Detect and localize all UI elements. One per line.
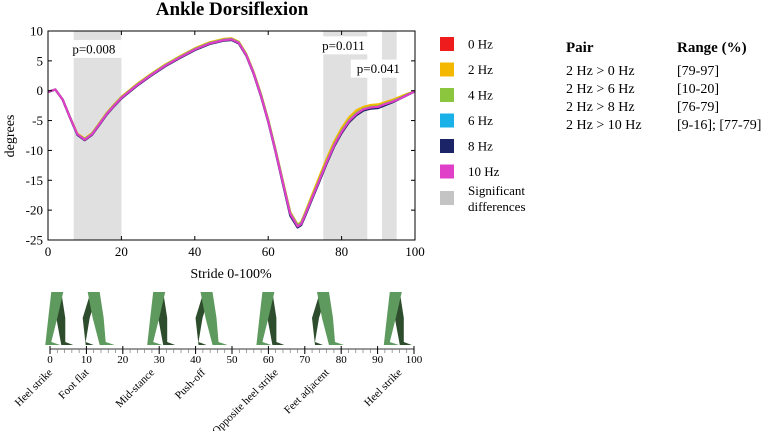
legend-label: 0 Hz [468, 37, 493, 52]
y-tick-label: -15 [26, 173, 43, 188]
range-cell: [10-20] [677, 82, 719, 97]
x-tick-label: 80 [335, 244, 348, 259]
y-tick-label: 0 [37, 83, 44, 98]
pair-cell: 2 Hz > 0 Hz [566, 64, 635, 79]
pair-cell: 2 Hz > 10 Hz [566, 118, 642, 133]
y-tick-label: -25 [26, 233, 43, 248]
front-leg-shape [317, 292, 344, 345]
gait-phase-label: Push-off [173, 366, 208, 401]
gait-phase-label: Feet adjacent [282, 367, 332, 417]
p-value-label: p=0.041 [357, 61, 400, 76]
gait-tick-label: 40 [190, 354, 202, 366]
p-value-annotations: p=0.008 p=0.011 p=0.041 [66, 36, 406, 78]
legend-label: 8 Hz [468, 139, 493, 154]
leg-figure [82, 292, 115, 345]
series-line [47, 38, 416, 228]
legend-swatch [440, 139, 454, 153]
x-tick-label: 40 [188, 244, 201, 259]
significance-regions [73, 31, 397, 240]
y-axis-label: degrees [3, 115, 18, 158]
gait-tick-label: 60 [263, 354, 275, 366]
gait-tick-label: 100 [406, 354, 423, 366]
leg-figure [312, 292, 344, 345]
p-value-label: p=0.011 [322, 38, 365, 53]
legend-label: 6 Hz [468, 113, 493, 128]
leg-figure [256, 292, 285, 345]
significance-legend-label: differences [468, 199, 526, 214]
gait-tick-label: 0 [47, 354, 53, 366]
gait-tick-label: 10 [81, 354, 93, 366]
significance-table: Pair Range (%) 2 Hz > 0 Hz [79-97] 2 Hz … [566, 40, 761, 135]
table-row: 2 Hz > 6 Hz [10-20] [566, 81, 761, 99]
significance-legend-label: Significant [468, 183, 525, 198]
y-tick-label: 5 [37, 53, 44, 68]
front-leg-shape [256, 292, 275, 345]
gait-phase-label: Foot flat [56, 367, 91, 402]
front-leg-shape [383, 292, 402, 345]
legend-swatch [440, 113, 454, 128]
table-row: 2 Hz > 8 Hz [76-79] [566, 99, 761, 117]
significance-region [381, 31, 397, 240]
pair-column-header: Pair [566, 40, 594, 56]
gait-phase-label: Heel strike [13, 367, 55, 409]
back-leg-shape [195, 292, 211, 345]
chart-legend: 0 Hz 2 Hz 4 Hz 6 Hz 8 Hz 10 Hz Significantdiff… [440, 37, 526, 214]
pair-cell: 2 Hz > 6 Hz [566, 82, 635, 97]
legend-swatch [440, 164, 454, 179]
gait-phase-label: Mid-stance [114, 367, 158, 411]
x-tick-label: 0 [45, 244, 52, 259]
front-leg-shape [147, 292, 166, 345]
axes: 0 20 40 60 80 100 10 5 0 -5 -10 -15 -20 -25 [26, 24, 425, 260]
gait-tick-label: 70 [299, 354, 311, 366]
p-value-label: p=0.008 [72, 41, 115, 56]
gait-tick-label: 90 [372, 354, 384, 366]
back-leg-shape [312, 292, 327, 345]
p-value-box [315, 36, 371, 55]
leg-figure [195, 292, 228, 345]
gait-phase-label: Heel strike [362, 367, 404, 409]
back-leg-shape [82, 292, 98, 345]
legend-swatch [440, 88, 454, 102]
legend-swatch [440, 62, 454, 77]
range-cell: [9-16]; [77-79] [677, 118, 762, 133]
gait-tick-label: 80 [336, 354, 348, 366]
range-cell: [79-97] [677, 64, 719, 79]
gait-phase-label: Opposite heel strike [210, 367, 281, 431]
front-leg-shape [45, 292, 64, 345]
gait-tick-label: 50 [227, 354, 239, 366]
legend-swatch [440, 37, 454, 51]
y-tick-label: 10 [30, 24, 43, 39]
range-cell: [76-79] [677, 100, 719, 115]
table-row: 2 Hz > 0 Hz [79-97] [566, 63, 761, 81]
p-value-box [350, 59, 406, 78]
front-leg-shape [87, 292, 115, 345]
significance-legend-swatch [440, 191, 454, 205]
y-tick-label: -5 [32, 113, 43, 128]
leg-figure [45, 292, 74, 345]
leg-figure [383, 292, 412, 345]
y-tick-label: -20 [26, 203, 43, 218]
x-tick-label: 60 [262, 244, 275, 259]
table-row: 2 Hz > 10 Hz [9-16]; [77-79] [566, 117, 761, 135]
series-lines [47, 37, 416, 229]
p-value-box [66, 39, 122, 58]
x-tick-label: 100 [405, 244, 425, 259]
legend-label: 10 Hz [468, 164, 500, 179]
y-tick-label: -10 [26, 143, 43, 158]
range-column-header: Range (%) [677, 40, 747, 56]
legend-label: 2 Hz [468, 62, 493, 77]
x-axis-label: Stride 0-100% [190, 267, 272, 282]
front-leg-shape [200, 292, 228, 345]
legend-label: 4 Hz [468, 88, 493, 103]
x-tick-label: 20 [115, 244, 128, 259]
plot-frame [47, 30, 416, 241]
chart-title: Ankle Dorsiflexion [156, 0, 309, 20]
leg-figure [147, 292, 176, 345]
gait-tick-label: 30 [154, 354, 166, 366]
gait-tick-label: 20 [117, 354, 129, 366]
pair-cell: 2 Hz > 8 Hz [566, 100, 635, 115]
